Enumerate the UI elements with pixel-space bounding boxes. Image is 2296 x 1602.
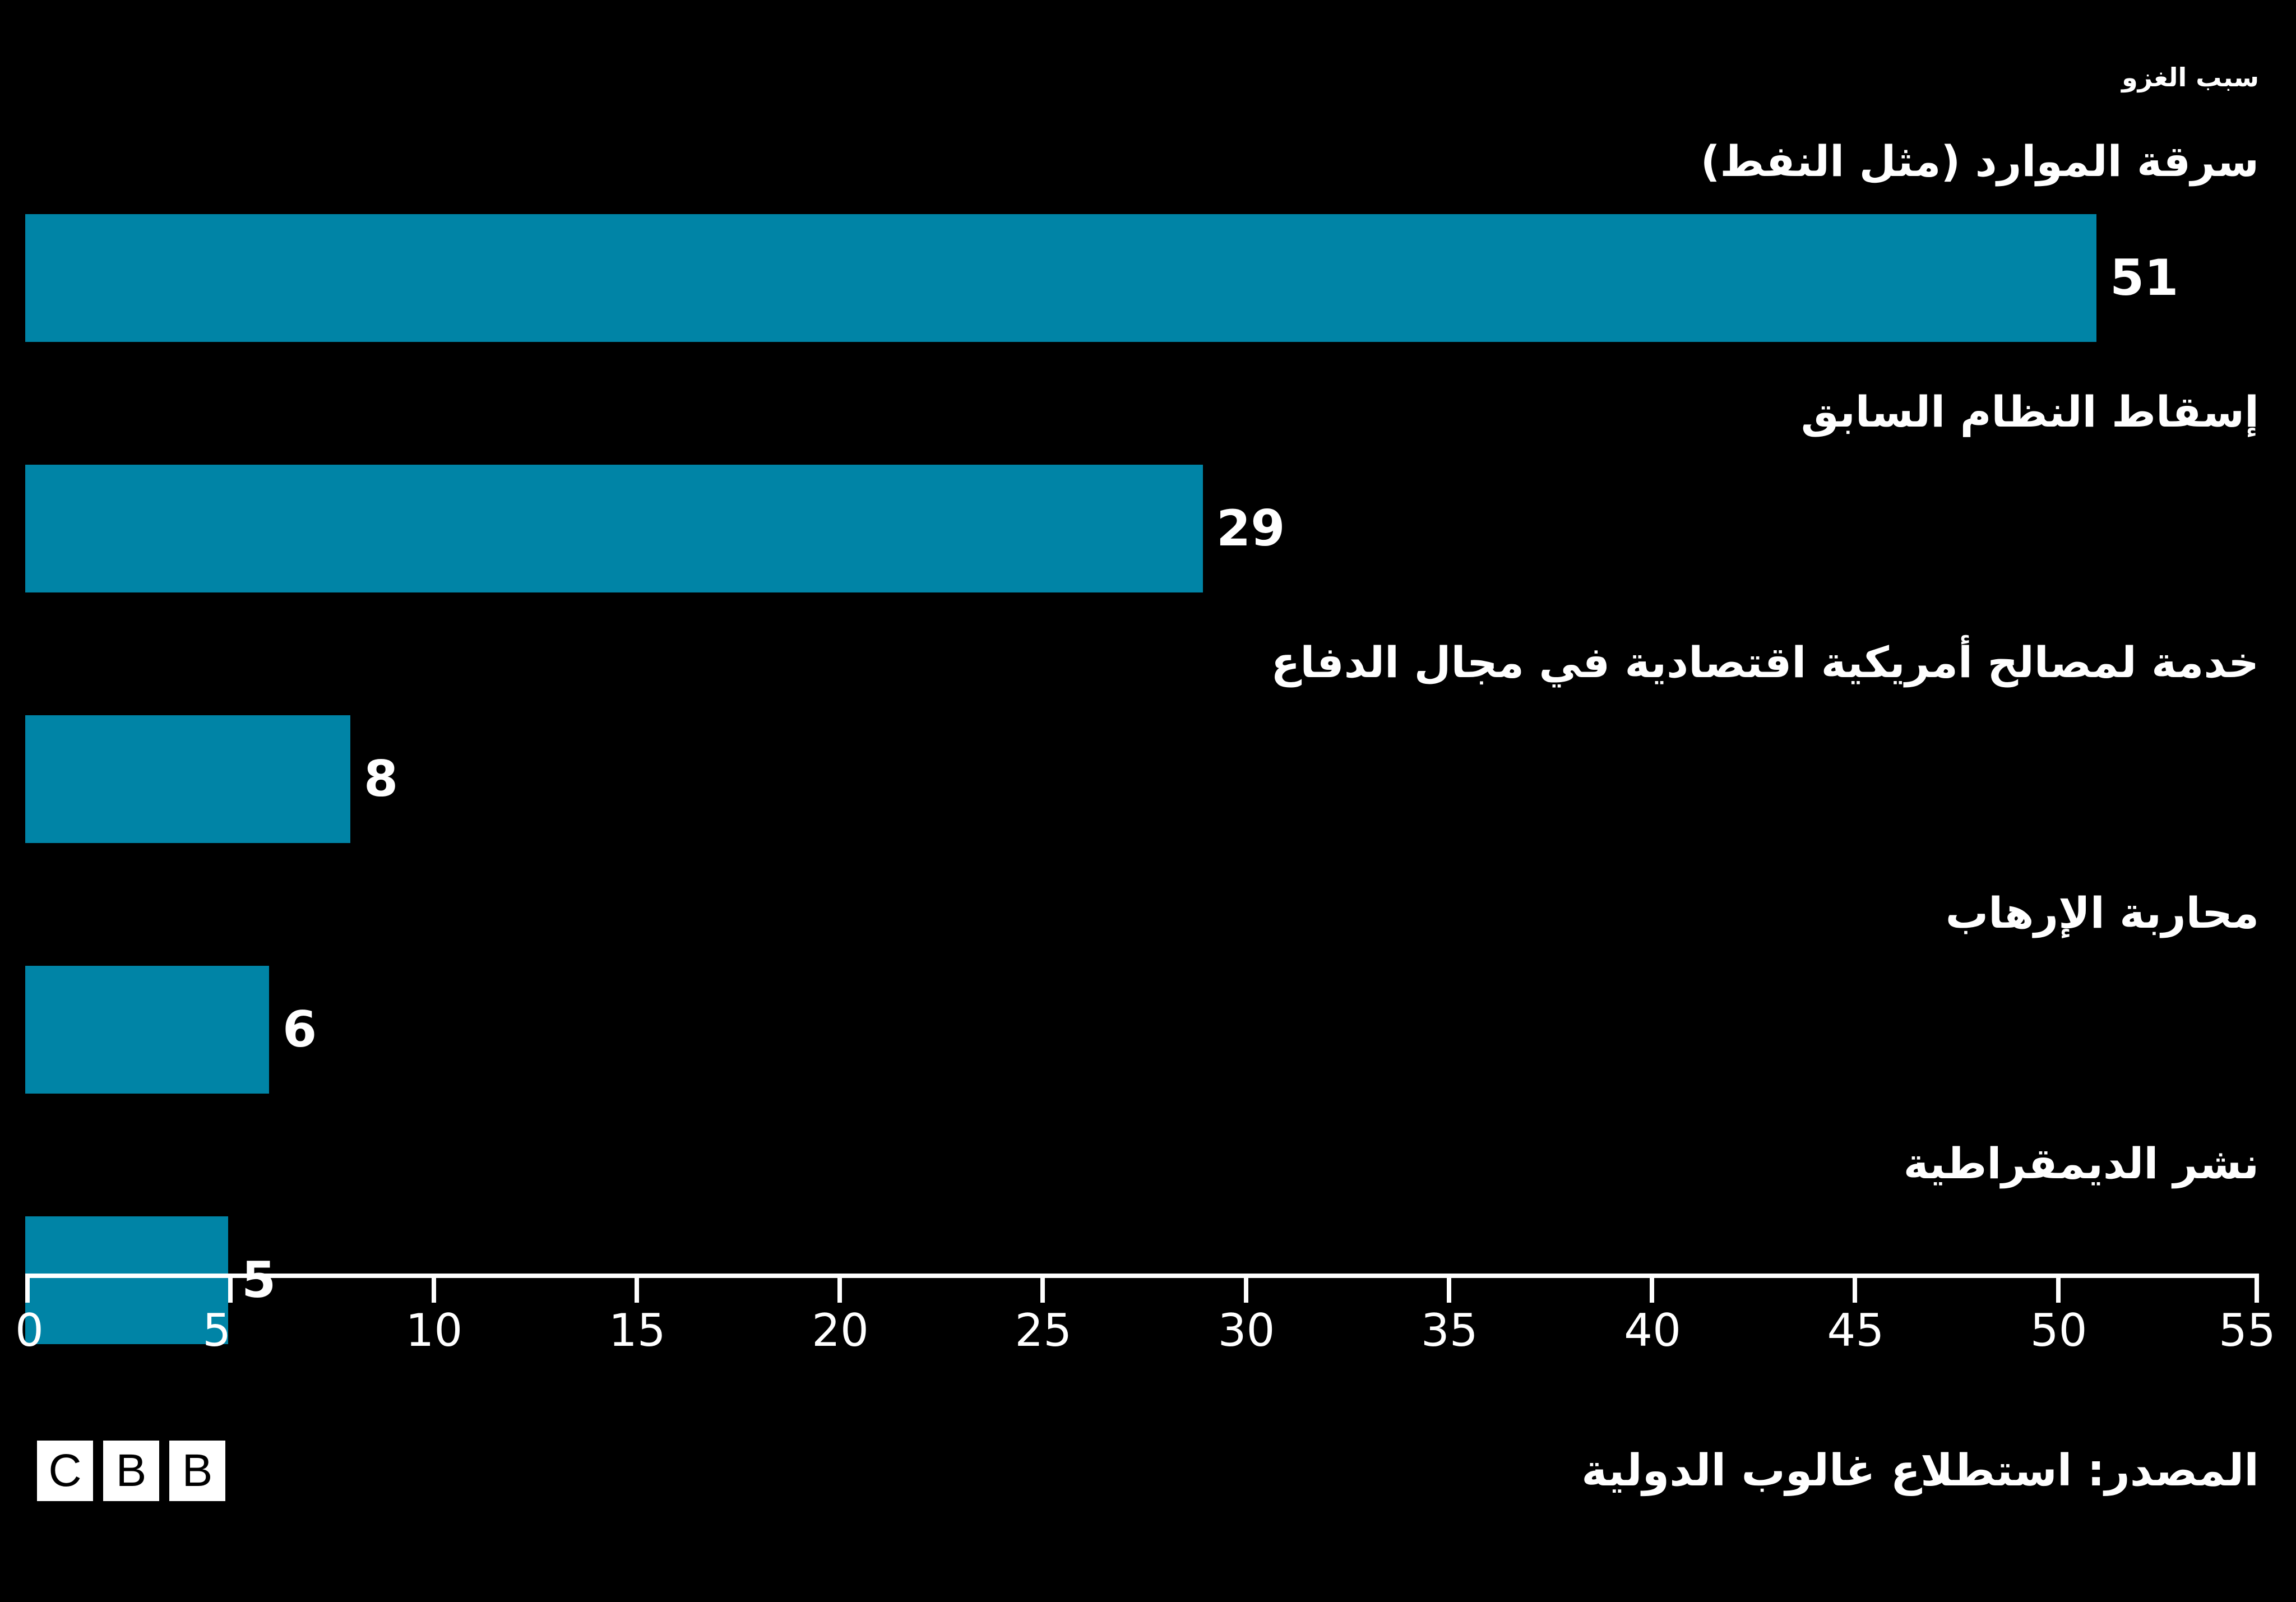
x-axis-tick: [1853, 1274, 1858, 1303]
category-axis-title: سبب الغزو: [2122, 62, 2259, 92]
bar-rect[interactable]: [25, 214, 2096, 342]
x-axis-tick-label: 20: [812, 1304, 869, 1356]
bar-value-label: 5: [242, 1251, 276, 1309]
x-axis-tick: [2056, 1274, 2061, 1303]
bar-rect[interactable]: [25, 1216, 228, 1344]
x-axis-tick: [228, 1274, 233, 1303]
x-axis-tick: [25, 1274, 30, 1303]
bar-track: 5: [25, 1216, 2259, 1344]
bar-track: 6: [25, 966, 2259, 1094]
bar-category-label: خدمة لمصالح أمريكية اقتصادية في مجال الد…: [1271, 637, 2259, 687]
x-axis-tick-label: 5: [202, 1304, 232, 1356]
x-axis-tick-label: 15: [608, 1304, 666, 1356]
x-axis-tick: [1446, 1274, 1451, 1303]
x-axis-tick: [1243, 1274, 1248, 1303]
bar-category-label: سرقة الموارد (مثل النفط): [1700, 136, 2259, 186]
bar-track: 51: [25, 214, 2259, 342]
x-axis-tick: [634, 1274, 639, 1303]
x-axis-tick-label: 10: [405, 1304, 463, 1356]
bar-category-label: محاربة الإرهاب: [1945, 888, 2259, 938]
x-axis-tick: [2255, 1274, 2259, 1303]
bar-rect[interactable]: [25, 966, 269, 1094]
bbc-logo-letter-2: B: [103, 1441, 159, 1501]
source-note: المصدر: استطلاع غالوب الدولية: [1581, 1446, 2259, 1496]
bar-track: 8: [25, 715, 2259, 843]
bar-value-label: 29: [1216, 499, 1285, 557]
bar-category-label: نشر الديمقراطية: [1903, 1138, 2259, 1188]
bar-rect[interactable]: [25, 715, 350, 843]
x-axis-tick: [1040, 1274, 1045, 1303]
bar-value-label: 51: [2110, 249, 2179, 307]
x-axis-tick-label: 35: [1420, 1304, 1478, 1356]
x-axis-tick-label: 40: [1624, 1304, 1681, 1356]
x-axis-tick-label: 30: [1218, 1304, 1275, 1356]
x-axis-tick-label: 25: [1015, 1304, 1072, 1356]
x-axis-tick: [431, 1274, 436, 1303]
bbc-logo-letter-1: B: [169, 1441, 225, 1501]
bar-rect[interactable]: [25, 465, 1203, 592]
x-axis: 0 5 10 15 20 25 30 35 40 45 50 55: [15, 1274, 2276, 1358]
bar-value-label: 8: [364, 750, 399, 808]
bar-category-label: إسقاط النظام السابق: [1800, 387, 2259, 437]
x-axis-tick-label: 55: [2219, 1304, 2276, 1356]
x-axis-tick-label: 0: [15, 1304, 44, 1356]
x-axis-tick-label: 50: [2030, 1304, 2087, 1356]
x-axis-tick: [1650, 1274, 1655, 1303]
bar-track: 29: [25, 465, 2259, 592]
x-axis-line: [25, 1274, 2259, 1278]
bar-value-label: 6: [283, 1001, 317, 1058]
x-axis-tick-label: 45: [1827, 1304, 1885, 1356]
x-axis-tick: [837, 1274, 843, 1303]
plot-area: سرقة الموارد (مثل النفط) 51 إسقاط النظام ا…: [25, 136, 2259, 1344]
bbc-logo-letter-3: C: [37, 1441, 93, 1501]
